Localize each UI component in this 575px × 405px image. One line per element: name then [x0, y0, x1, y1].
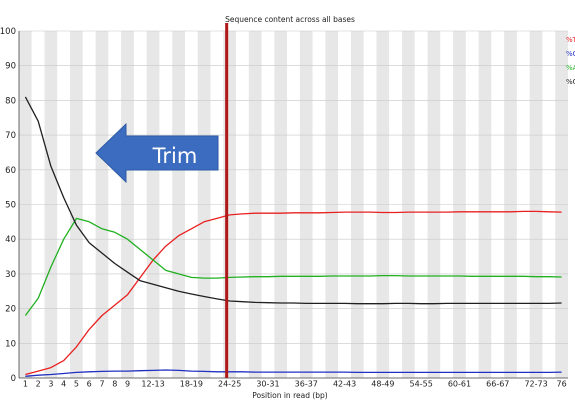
- x-tick-label: 60-61: [448, 380, 471, 389]
- x-tick-label: 7: [99, 380, 104, 389]
- legend-entry: %G: [566, 78, 575, 86]
- trim-label: Trim: [152, 144, 198, 168]
- legend-entry: %C: [566, 50, 575, 58]
- x-tick-label: 18-19: [180, 380, 203, 389]
- trim-arrow: [95, 122, 219, 184]
- x-tick-label: 4: [61, 380, 66, 389]
- series-line-pct-T: [25, 210, 562, 376]
- y-tick-label: 40: [5, 235, 16, 245]
- y-tick-label: 10: [5, 339, 16, 349]
- chart-annotations: Trim: [95, 23, 229, 378]
- y-tick-label: 50: [5, 201, 16, 211]
- y-tick-label: 30: [5, 270, 16, 280]
- x-tick-label: 36-37: [295, 380, 318, 389]
- chart-legend: %T %C %A %G: [566, 36, 575, 86]
- legend-entry: %T: [566, 36, 575, 44]
- x-tick-label: 72-73: [524, 380, 547, 389]
- chart-title: Sequence content across all bases: [225, 15, 355, 24]
- x-tick-label: 8: [112, 380, 117, 389]
- chart-axes: [18, 31, 568, 379]
- x-tick-label: 66-67: [486, 380, 509, 389]
- x-tick-labels: 1 2 3 4 5 6 7 8 9 12-13 18-19 24-25 30-31 36-37 42-43 4…: [23, 380, 567, 389]
- x-tick-label: 76: [557, 380, 567, 389]
- y-tick-label: 80: [5, 96, 16, 106]
- x-tick-label: 2: [36, 380, 41, 389]
- x-tick-label: 3: [48, 380, 53, 389]
- series-line-pct-C: [25, 369, 562, 377]
- x-tick-label: 54-55: [410, 380, 433, 389]
- y-tick-label: 90: [5, 62, 16, 72]
- x-tick-label: 9: [125, 380, 130, 389]
- x-tick-label: 42-43: [333, 380, 356, 389]
- x-tick-label: 30-31: [256, 380, 279, 389]
- y-tick-label: 100: [0, 27, 16, 37]
- x-tick-label: 12-13: [141, 380, 164, 389]
- x-axis-label: Position in read (bp): [252, 391, 328, 400]
- x-tick-label: 48-49: [371, 380, 394, 389]
- y-tick-label: 20: [5, 305, 16, 315]
- y-tick-label: 60: [5, 166, 16, 176]
- x-tick-label: 5: [74, 380, 79, 389]
- x-tick-label: 24-25: [218, 380, 241, 389]
- y-tick-labels: 0 10 20 30 40 50 60 70 80 90 100: [0, 27, 16, 384]
- x-tick-label: 1: [23, 380, 28, 389]
- y-tick-label: 0: [11, 374, 16, 384]
- series-line-pct-G: [24, 96, 562, 305]
- series-line-pct-A: [24, 217, 562, 316]
- chart-series: [24, 96, 562, 377]
- legend-entry: %A: [566, 64, 575, 72]
- y-tick-label: 70: [5, 131, 16, 141]
- x-tick-label: 6: [87, 380, 92, 389]
